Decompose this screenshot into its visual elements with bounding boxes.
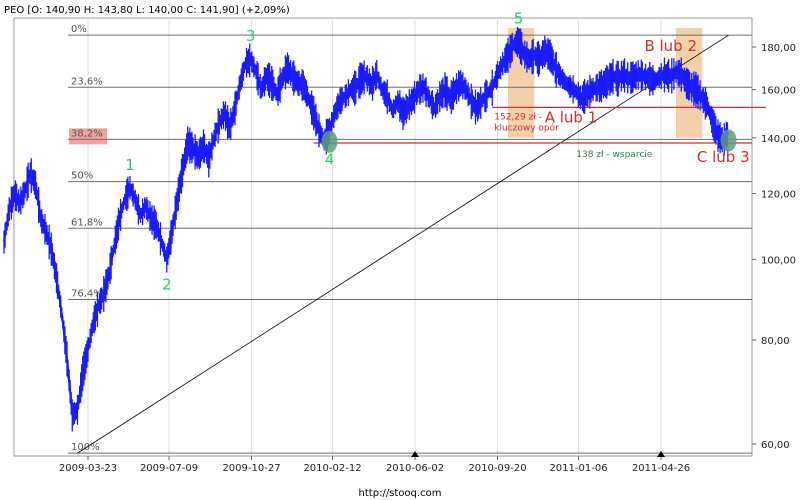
y-tick-label: 140,00	[761, 134, 796, 145]
source-link[interactable]: http://stooq.com	[359, 488, 442, 499]
resistance-label: kluczowy opór	[494, 122, 559, 133]
wave-label: 1	[125, 156, 135, 174]
resistance-label: 152,29 zł -	[494, 112, 542, 122]
fib-label: 38,2%	[71, 128, 103, 139]
fib-label: 23,6%	[71, 76, 103, 87]
marker-circles	[321, 129, 737, 153]
y-tick-label: 80,00	[761, 336, 790, 347]
wave-label: 3	[246, 27, 256, 45]
y-tick-label: 160,00	[761, 86, 796, 97]
y-tick-label: 60,00	[761, 440, 790, 451]
fib-label: 76,4%	[71, 288, 103, 299]
fib-label: 100%	[71, 442, 100, 453]
x-tick-label: 2009-07-09	[140, 463, 198, 474]
y-tick-label: 100,00	[761, 255, 796, 266]
fib-label: 61,8%	[71, 217, 103, 228]
wave-label: B lub 2	[644, 37, 697, 55]
x-tick-label: 2010-09-20	[468, 463, 526, 474]
fib-label: 50%	[71, 171, 93, 182]
annotation-lines: 152,29 zł -kluczowy opór 138 zł - wsparci…	[77, 34, 766, 454]
fibonacci-levels: 0% 23,6% 38,2% 50% 61,8% 76,4% 100%	[68, 24, 752, 454]
chart-header: PEO [O: 140,90 H: 143,80 L: 140,00 C: 14…	[4, 5, 290, 16]
x-tick-label: 2009-10-27	[222, 463, 280, 474]
fib-label: 0%	[71, 24, 87, 35]
price-series	[3, 27, 730, 432]
wave-label: A lub 1	[545, 109, 598, 127]
marker-circle	[321, 130, 338, 153]
trendline	[77, 34, 729, 454]
axes: 2009-03-23 2009-07-09 2009-10-27 2010-02-12…	[59, 43, 796, 474]
x-tick-label: 2011-04-26	[632, 463, 690, 474]
wave-label: C lub 3	[697, 148, 750, 166]
x-tick-label: 2010-02-12	[303, 463, 361, 474]
wave-label: 4	[325, 151, 335, 169]
x-tick-label: 2009-03-23	[59, 463, 117, 474]
wave-label: 2	[162, 276, 172, 294]
y-tick-label: 180,00	[761, 43, 796, 54]
x-axis-marker	[411, 451, 419, 457]
support-label: 138 zł - wsparcie	[576, 150, 653, 160]
fib-highlight-box	[69, 128, 107, 145]
x-tick-label: 2011-01-06	[549, 463, 607, 474]
x-tick-label: 2010-06-02	[386, 463, 444, 474]
y-tick-label: 120,00	[761, 190, 796, 201]
x-axis-marker	[657, 451, 665, 457]
wave-labels: 1 2 3 4 5 A lub 1 B lub 2 C lub 3	[125, 10, 749, 294]
wave-label: 5	[514, 10, 524, 28]
marker-circle	[720, 129, 737, 152]
